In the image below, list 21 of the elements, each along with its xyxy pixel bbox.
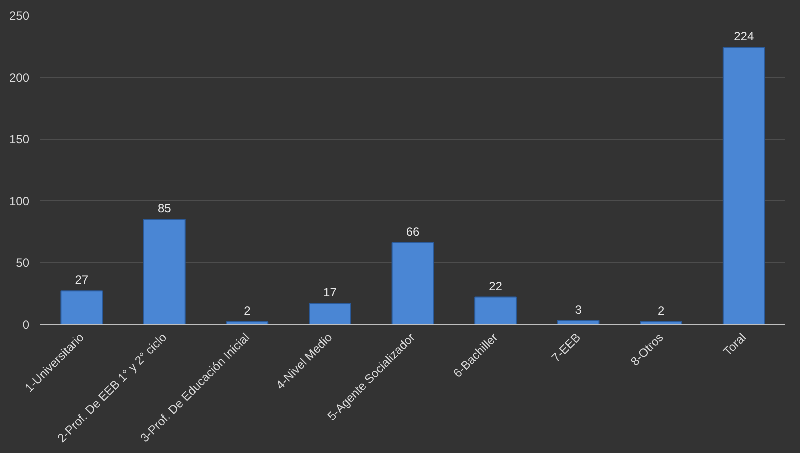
y-tick-label: 0	[22, 318, 30, 332]
data-label: 27	[75, 273, 89, 288]
bar	[722, 47, 766, 324]
y-tick-label: 50	[16, 256, 30, 270]
bar	[143, 218, 186, 324]
y-tick-label: 150	[9, 132, 30, 147]
data-label: 2	[244, 304, 252, 318]
y-tick-label: 250	[9, 9, 30, 23]
bar	[474, 296, 517, 324]
bar	[60, 290, 104, 324]
y-tick-label: 200	[9, 70, 30, 85]
data-label: 22	[489, 279, 503, 294]
y-tick-label: 100	[9, 194, 30, 208]
bar	[309, 302, 352, 324]
data-label: 224	[734, 30, 754, 44]
data-label: 17	[324, 285, 338, 300]
bar	[392, 242, 434, 324]
data-label: 3	[575, 302, 582, 317]
data-label: 66	[406, 224, 420, 239]
data-label: 85	[158, 201, 172, 216]
data-label: 2	[658, 304, 665, 318]
